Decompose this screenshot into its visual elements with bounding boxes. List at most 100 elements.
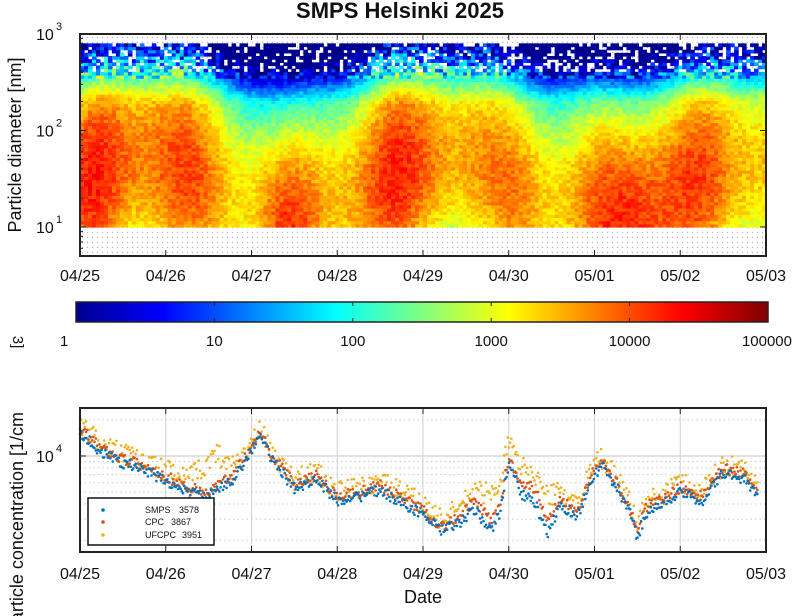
heatmap-cell (423, 217, 428, 222)
heatmap-cell (319, 65, 324, 70)
heatmap-cell (407, 103, 412, 108)
heatmap-cell (359, 217, 364, 222)
heatmap-cell (411, 59, 416, 63)
heatmap-cell (147, 207, 153, 212)
heatmap-cell (375, 119, 380, 124)
heatmap-cell (163, 128, 169, 133)
heatmap-cell (399, 157, 404, 162)
heatmap-cell (339, 43, 344, 48)
heatmap-cell (151, 100, 157, 105)
heatmap-cell (179, 223, 185, 228)
heatmap-cell (95, 119, 101, 124)
heatmap-cell (111, 192, 117, 196)
heatmap-cell (199, 144, 205, 149)
heatmap-cell (99, 71, 105, 76)
heatmap-cell (119, 147, 125, 152)
heatmap-cell (87, 106, 93, 111)
heatmap-cell (127, 119, 133, 124)
heatmap-cell (259, 207, 265, 212)
heatmap-cell (203, 195, 209, 200)
heatmap-cell (175, 100, 181, 105)
heatmap-cell (211, 154, 217, 158)
heatmap-cell (267, 188, 273, 193)
heatmap-cell (215, 75, 221, 79)
heatmap-cell (303, 122, 308, 127)
heatmap-cell (327, 109, 332, 114)
heatmap-cell (187, 52, 193, 57)
heatmap-cell (430, 116, 436, 120)
heatmap-cell (283, 220, 288, 225)
heatmap-cell (203, 52, 209, 57)
heatmap-cell (143, 157, 149, 162)
heatmap-cell (203, 87, 209, 92)
heatmap-cell (351, 179, 356, 184)
heatmap-cell (363, 220, 368, 225)
heatmap-cell (175, 46, 181, 51)
heatmap-cell (255, 214, 261, 219)
heatmap-cell (359, 141, 364, 146)
heatmap-cell (295, 90, 300, 95)
heatmap-cell (123, 154, 129, 158)
heatmap-cell (415, 154, 420, 158)
heatmap-cell (371, 122, 376, 127)
heatmap-cell (211, 75, 217, 79)
heatmap-cell (111, 141, 117, 146)
heatmap-cell (143, 141, 149, 146)
heatmap-cell (399, 56, 404, 60)
heatmap-cell (143, 106, 149, 111)
heatmap-cell (311, 128, 316, 133)
heatmap-cell (95, 157, 101, 162)
heatmap-cell (207, 75, 213, 79)
heatmap-cell (323, 220, 328, 225)
heatmap-cell (271, 135, 277, 139)
heatmap-cell (151, 144, 157, 149)
heatmap-cell (99, 188, 105, 193)
heatmap-cell (207, 179, 213, 184)
heatmap-cell (339, 141, 344, 146)
heatmap-cell (207, 122, 213, 127)
heatmap-cell (331, 188, 336, 193)
heatmap-cell (263, 112, 269, 117)
heatmap-cell (83, 198, 89, 203)
heatmap-cell (207, 119, 213, 124)
heatmap-cell (331, 122, 336, 127)
heatmap-cell (423, 46, 428, 51)
heatmap-cell (159, 176, 165, 181)
heatmap-cell (331, 109, 336, 114)
heatmap-cell (430, 192, 436, 196)
heatmap-cell (255, 211, 261, 215)
heatmap-cell (127, 223, 133, 228)
heatmap-cell (147, 65, 153, 70)
heatmap-cell (80, 217, 85, 222)
heatmap-cell (283, 192, 288, 196)
heatmap-cell (199, 217, 205, 222)
heatmap-cell (143, 135, 149, 139)
heatmap-cell (175, 52, 181, 57)
heatmap-cell (219, 75, 225, 79)
heatmap-cell (223, 78, 229, 82)
heatmap-cell (115, 211, 121, 215)
heatmap-cell (311, 214, 316, 219)
heatmap-cell (247, 150, 253, 155)
heatmap-cell (103, 81, 109, 86)
heatmap-cell (279, 157, 285, 162)
heatmap-cell (315, 188, 320, 193)
heatmap-cell (303, 59, 308, 63)
heatmap-cell (307, 214, 312, 219)
heatmap-cell (151, 217, 157, 222)
heatmap-cell (291, 56, 296, 60)
heatmap-cell (179, 43, 185, 48)
heatmap-cell (319, 52, 324, 57)
heatmap-cell (343, 223, 348, 228)
heatmap-cell (143, 109, 149, 114)
heatmap-cell (219, 211, 225, 215)
heatmap-cell (359, 135, 364, 139)
heatmap-cell (287, 128, 292, 133)
heatmap-cell (419, 150, 424, 155)
heatmap-cell (307, 68, 312, 73)
heatmap-cell (379, 112, 384, 117)
heatmap-cell (307, 207, 312, 212)
heatmap-cell (123, 62, 129, 67)
heatmap-cell (227, 166, 233, 171)
heatmap-cell (375, 160, 380, 165)
